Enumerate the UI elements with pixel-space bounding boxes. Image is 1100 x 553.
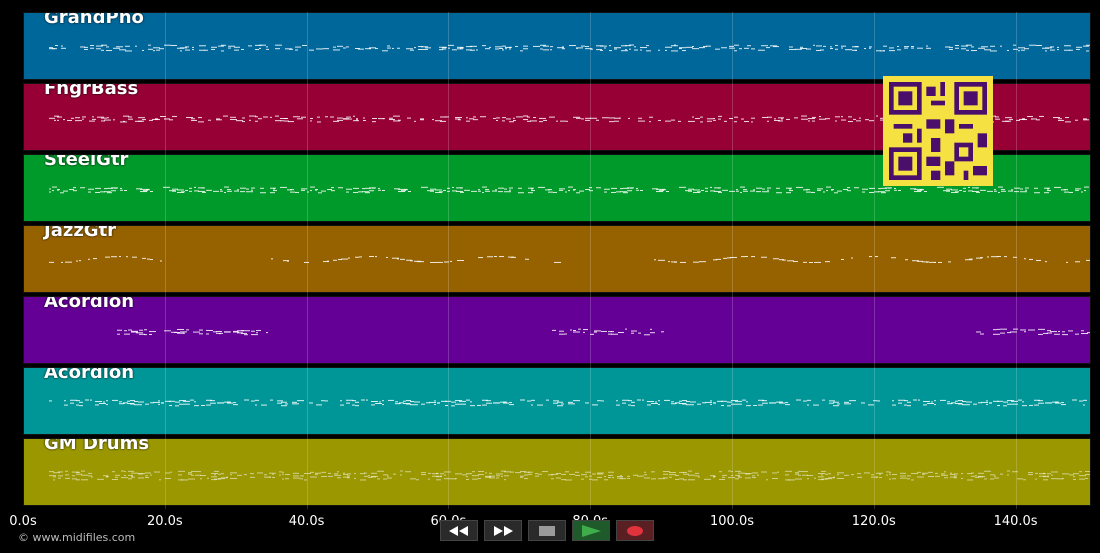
- time-tick-label: 20.0s: [146, 514, 183, 529]
- track-lane[interactable]: Acordion: [23, 296, 1091, 364]
- copyright-text: © www.midifiles.com: [18, 531, 136, 544]
- grid-line: [590, 12, 592, 509]
- time-tick-label: 40.0s: [288, 514, 325, 529]
- stop-icon: [539, 525, 555, 536]
- track-label: SteelGtr: [44, 154, 129, 170]
- qr-code-icon: [889, 82, 987, 180]
- track-lane[interactable]: GrandPno: [23, 12, 1091, 80]
- grid-line: [164, 12, 166, 509]
- track-label: JazzGtr: [44, 225, 117, 241]
- track-label: Acordion: [44, 367, 135, 383]
- track-label: Acordion: [44, 296, 135, 312]
- time-tick-label: 100.0s: [710, 514, 754, 529]
- track-lane[interactable]: JazzGtr: [23, 225, 1091, 293]
- grid-line: [1015, 12, 1017, 509]
- note-marks: [117, 328, 1090, 336]
- play-button[interactable]: [572, 520, 610, 541]
- note-marks: [49, 44, 1090, 52]
- grid-line: [306, 12, 308, 509]
- track-label: GM Drums: [44, 438, 150, 454]
- note-marks: [49, 470, 1090, 481]
- note-marks: [49, 256, 1090, 263]
- play-icon: [582, 524, 601, 537]
- fast-forward-icon: [494, 525, 513, 536]
- time-tick-label: 120.0s: [851, 514, 896, 529]
- rewind-button[interactable]: [440, 520, 478, 541]
- note-marks: [49, 399, 1087, 407]
- record-button[interactable]: [616, 520, 654, 541]
- grid-line: [732, 12, 733, 509]
- note-marks: [49, 186, 1089, 194]
- time-tick-label: 0.0s: [9, 514, 37, 529]
- grid-line: [873, 12, 875, 509]
- track-label: GrandPno: [44, 12, 144, 28]
- rewind-icon: [449, 525, 468, 536]
- track-lane[interactable]: GM Drums: [23, 438, 1091, 506]
- transport-controls: [440, 520, 654, 541]
- qr-code: [883, 76, 993, 186]
- time-tick-label: 140.0s: [993, 514, 1038, 529]
- grid-line: [448, 12, 450, 509]
- fast-forward-button[interactable]: [484, 520, 522, 541]
- record-icon: [627, 525, 643, 536]
- stop-button[interactable]: [528, 520, 566, 541]
- track-lane[interactable]: Acordion: [23, 367, 1091, 435]
- track-label: FngrBass: [44, 83, 139, 99]
